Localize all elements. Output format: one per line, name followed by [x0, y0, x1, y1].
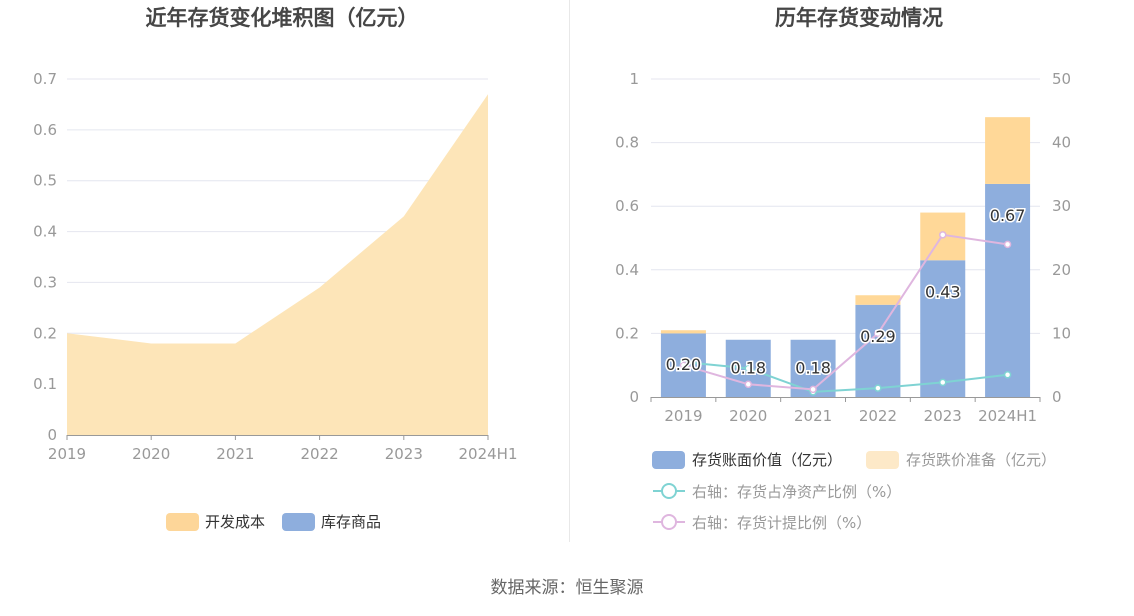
bar-book-value	[920, 260, 966, 397]
left-y-tick-label: 0	[47, 426, 57, 444]
right-x-tick-label: 2019	[664, 407, 702, 425]
bar-provision	[660, 330, 706, 334]
bar-provision	[985, 117, 1031, 184]
point-net-asset-ratio	[939, 378, 947, 387]
right-right-y-tick-label: 30	[1052, 197, 1071, 215]
right-x-tick-label: 2021	[794, 407, 832, 425]
legend-marker-provision-ratio	[661, 514, 677, 530]
left-y-tick-label: 0.1	[33, 375, 57, 393]
point-provision-ratio	[1003, 240, 1012, 249]
left-x-tick-label: 2022	[301, 445, 339, 463]
right-x-tick-label: 2024H1	[978, 407, 1037, 425]
right-left-y-tick-label: 0.2	[615, 324, 639, 342]
bar-data-label: 0.18	[795, 358, 831, 377]
point-provision-ratio	[809, 385, 817, 394]
bar-data-label: 0.43	[925, 282, 961, 301]
legend-swatch-book-value	[652, 451, 685, 469]
legend-label-provision-ratio: 右轴：存货计提比例（%）	[692, 514, 871, 532]
legend-label-dev-cost: 开发成本	[205, 513, 265, 531]
legend-swatch-dev-cost	[166, 513, 199, 531]
right-x-tick-label: 2022	[859, 407, 897, 425]
right-left-y-tick-label: 1	[629, 70, 639, 88]
right-left-y-tick-label: 0	[629, 388, 639, 406]
left-y-tick-label: 0.6	[33, 121, 57, 139]
right-right-y-tick-label: 50	[1052, 70, 1071, 88]
right-left-y-tick-label: 0.4	[615, 261, 639, 279]
right-right-y-tick-label: 40	[1052, 134, 1071, 152]
left-x-tick-label: 2019	[48, 445, 86, 463]
point-provision-ratio	[939, 231, 947, 239]
line-net-asset-ratio	[683, 361, 1008, 393]
point-net-asset-ratio	[874, 384, 882, 392]
legend-swatch-provision	[866, 451, 899, 469]
legend-label-inventory-goods: 库存商品	[321, 513, 381, 531]
right-right-y-tick-label: 0	[1052, 388, 1062, 406]
left-x-tick-label: 2023	[385, 445, 423, 463]
point-net-asset-ratio	[1003, 370, 1012, 379]
bar-data-label: 0.18	[730, 358, 766, 377]
legend-swatch-inventory-goods	[282, 513, 315, 531]
data-source-note: 数据来源：恒生聚源	[490, 578, 644, 598]
point-provision-ratio	[679, 361, 688, 369]
bar-data-label: 0.29	[860, 327, 896, 346]
bar-data-label: 0.20	[666, 355, 702, 374]
point-provision-ratio	[744, 380, 752, 389]
legend-label-provision: 存货跌价准备（亿元）	[906, 451, 1056, 469]
left-x-tick-label: 2020	[132, 445, 170, 463]
left-y-tick-label: 0.4	[33, 223, 57, 241]
bar-book-value	[985, 183, 1031, 397]
legend-marker-net-asset-ratio	[661, 483, 677, 499]
right-left-y-tick-label: 0.8	[615, 134, 639, 152]
left-chart-title: 近年存货变化堆积图（亿元）	[146, 6, 419, 30]
bar-book-value	[855, 304, 901, 397]
area-series-dev-cost	[67, 94, 488, 435]
left-x-tick-label: 2024H1	[459, 445, 518, 463]
right-right-y-tick-label: 10	[1052, 324, 1071, 342]
left-y-tick-label: 0.5	[33, 172, 57, 190]
legend-label-book-value: 存货账面价值（亿元）	[692, 451, 842, 469]
right-x-tick-label: 2023	[924, 407, 962, 425]
right-chart-title: 历年存货变动情况	[775, 6, 943, 30]
point-net-asset-ratio	[744, 364, 752, 373]
legend-label-net-asset-ratio: 右轴：存货占净资产比例（%）	[692, 483, 901, 501]
right-right-y-tick-label: 20	[1052, 261, 1071, 279]
point-provision-ratio	[874, 329, 882, 338]
line-provision-ratio	[683, 233, 1008, 391]
right-left-y-tick-label: 0.6	[615, 197, 639, 215]
left-x-tick-label: 2021	[216, 445, 254, 463]
left-y-tick-label: 0.2	[33, 324, 57, 342]
left-y-tick-label: 0.3	[33, 273, 57, 291]
left-y-tick-label: 0.7	[33, 70, 57, 88]
right-x-tick-label: 2020	[729, 407, 767, 425]
bar-provision	[855, 295, 901, 305]
bar-data-label: 0.67	[990, 206, 1026, 225]
